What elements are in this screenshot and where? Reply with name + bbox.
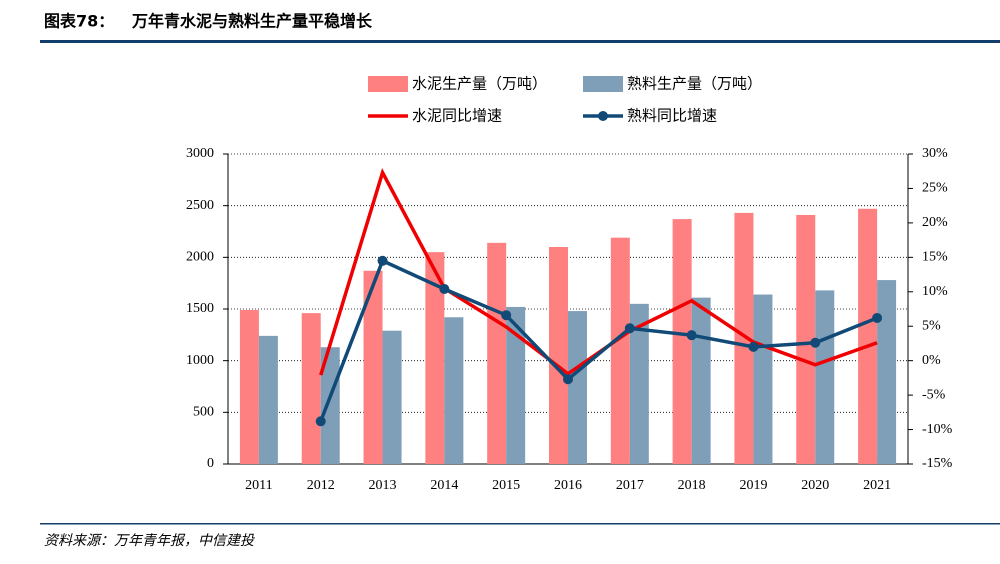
line-marker bbox=[624, 323, 635, 334]
legend-label: 熟料同比增速 bbox=[627, 107, 717, 125]
bar bbox=[734, 212, 754, 464]
x-tick-label: 2014 bbox=[430, 478, 458, 493]
line bbox=[319, 258, 878, 422]
header-label: 图表78： bbox=[44, 12, 114, 31]
y-tick-label: 3000 bbox=[186, 146, 214, 161]
bar bbox=[444, 317, 464, 464]
bar bbox=[258, 335, 278, 464]
y2-tick-label: 15% bbox=[922, 250, 948, 265]
line-marker bbox=[377, 255, 388, 266]
footer-rule bbox=[40, 523, 1000, 525]
bar bbox=[877, 280, 897, 464]
bar bbox=[363, 270, 383, 464]
y-tick-label: 0 bbox=[207, 456, 214, 471]
legend-marker bbox=[598, 111, 608, 121]
x-tick-label: 2017 bbox=[616, 478, 644, 493]
x-tick-label: 2012 bbox=[307, 478, 335, 493]
line-marker bbox=[748, 341, 759, 352]
bar bbox=[568, 311, 587, 464]
legend-swatch bbox=[583, 76, 623, 92]
bar bbox=[691, 297, 711, 464]
y2-tick-label: 20% bbox=[922, 215, 948, 230]
x-tick-label: 2011 bbox=[245, 478, 272, 493]
bar bbox=[815, 290, 835, 464]
line-marker bbox=[810, 337, 821, 348]
y2-tick-label: 5% bbox=[922, 318, 941, 333]
legend-label: 水泥同比增速 bbox=[412, 107, 502, 125]
line-marker bbox=[872, 312, 883, 323]
bar bbox=[320, 347, 340, 464]
x-tick-label: 2018 bbox=[678, 478, 706, 493]
source: 资料来源：万年青年报，中信建投 bbox=[44, 533, 256, 549]
line-marker bbox=[439, 284, 450, 295]
bar bbox=[382, 330, 402, 464]
y2-tick-label: 30% bbox=[922, 146, 948, 161]
bar bbox=[425, 252, 445, 464]
bar bbox=[506, 306, 526, 464]
bar bbox=[487, 242, 507, 464]
x-tick-label: 2021 bbox=[863, 478, 891, 493]
bar bbox=[858, 208, 878, 464]
y-tick-label: 1500 bbox=[186, 301, 214, 316]
x-tick-label: 2016 bbox=[554, 478, 582, 493]
bar bbox=[796, 214, 816, 464]
y2-tick-label: -5% bbox=[922, 387, 946, 402]
x-tick-label: 2013 bbox=[369, 478, 397, 493]
line-marker bbox=[686, 330, 697, 341]
bar bbox=[301, 313, 321, 464]
y2-tick-label: 10% bbox=[922, 284, 948, 299]
y-tick-label: 2000 bbox=[186, 250, 214, 265]
line-marker bbox=[563, 374, 573, 385]
x-tick-label: 2015 bbox=[492, 478, 520, 493]
legend-swatch bbox=[368, 76, 408, 92]
header-title: 万年青水泥与熟料生产量平稳增长 bbox=[131, 12, 373, 31]
legend-label: 水泥生产量（万吨） bbox=[412, 75, 547, 93]
bar bbox=[549, 247, 568, 464]
bar bbox=[629, 303, 649, 464]
legend-label: 熟料生产量（万吨） bbox=[627, 75, 762, 93]
y2-tick-label: -10% bbox=[922, 422, 953, 437]
y2-tick-label: 25% bbox=[922, 181, 948, 196]
line-marker bbox=[315, 416, 326, 427]
bar bbox=[753, 294, 773, 464]
bar bbox=[610, 237, 630, 464]
x-tick-label: 2019 bbox=[739, 478, 767, 493]
bar bbox=[672, 219, 692, 464]
x-tick-label: 2020 bbox=[801, 478, 829, 493]
bar bbox=[239, 310, 259, 464]
y2-tick-label: 0% bbox=[922, 353, 941, 368]
y-tick-label: 2500 bbox=[186, 198, 214, 213]
header-rule bbox=[40, 40, 1000, 43]
line-marker bbox=[501, 310, 512, 321]
y-tick-label: 500 bbox=[193, 405, 214, 420]
y2-tick-label: -15% bbox=[922, 456, 953, 471]
y-tick-label: 1000 bbox=[186, 353, 214, 368]
